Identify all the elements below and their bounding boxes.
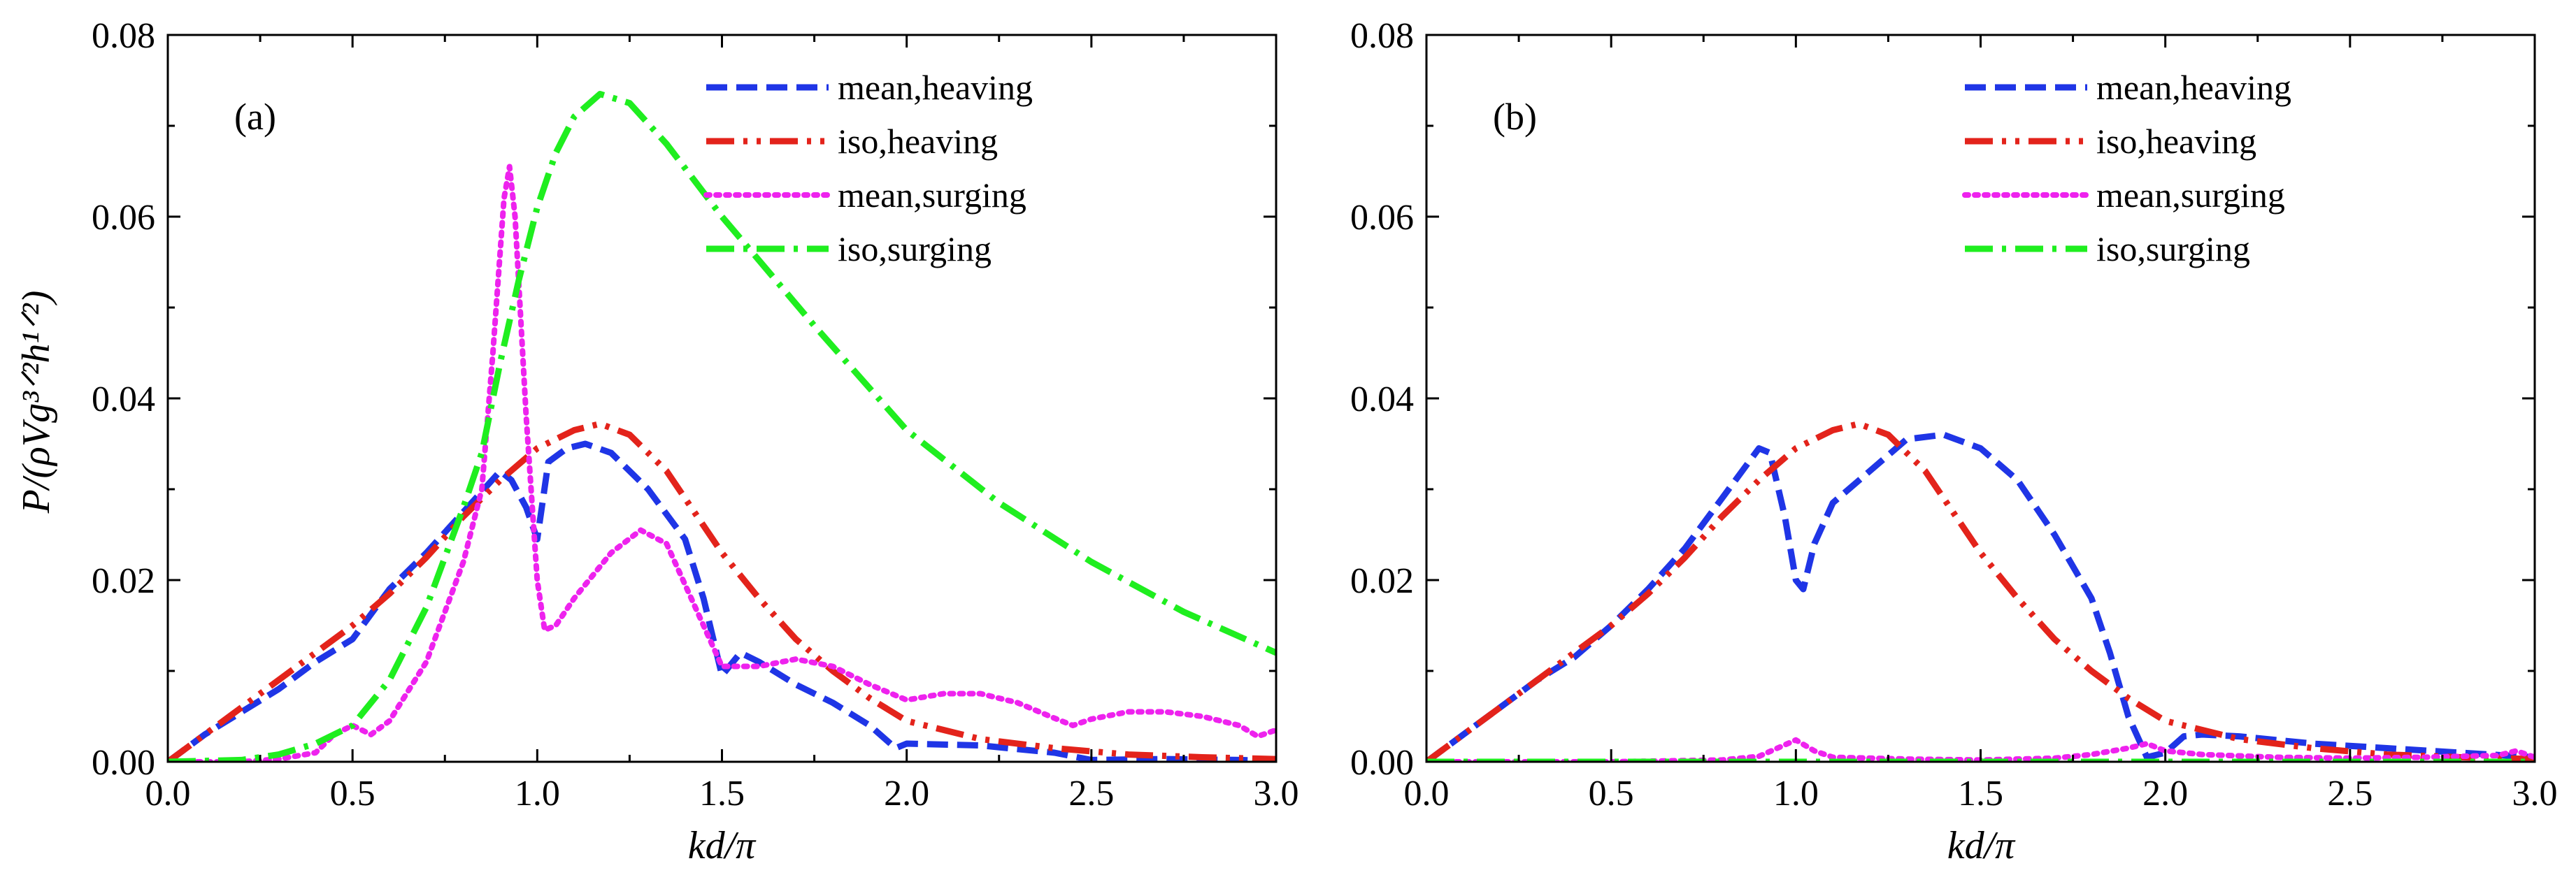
x-tick-label-a: 1.0: [515, 774, 560, 814]
legend-label-mean-heaving-a: mean,heaving: [838, 68, 1033, 107]
x-tick-label-a: 3.0: [1254, 774, 1299, 814]
y-tick-label-b: 0.04: [1350, 379, 1414, 419]
series-line-mean-heaving-a: [168, 440, 1276, 762]
x-tick-label-a: 1.5: [699, 774, 745, 814]
panel-b-label: (b): [1493, 96, 1537, 138]
x-tick-label-a: 2.5: [1068, 774, 1114, 814]
y-tick-label-b: 0.02: [1350, 561, 1414, 601]
y-tick-label-b: 0.08: [1350, 16, 1414, 56]
x-axis-title-b: kd/π: [1947, 824, 2016, 867]
y-tick-label-b: 0.00: [1350, 743, 1414, 783]
x-tick-label-b: 1.0: [1773, 774, 1819, 814]
series-line-mean-surging-a: [168, 164, 1276, 762]
legend-label-iso-heaving-a: iso,heaving: [838, 122, 998, 161]
y-tick-label-a: 0.06: [92, 198, 155, 238]
panel-a: 0.0 0.5 1.0 1.5 2.0 2.5 3.0 0.00 0.02 0.04 0.06 0.0…: [92, 16, 1299, 814]
x-tick-label-b: 0.5: [1589, 774, 1634, 814]
panel-a-label: (a): [234, 96, 276, 138]
series-line-iso-heaving-a: [168, 420, 1276, 762]
y-tick-label-a: 0.00: [92, 743, 155, 783]
legend-label-mean-heaving-b: mean,heaving: [2096, 68, 2291, 107]
y-tick-label-a: 0.04: [92, 379, 155, 419]
x-tick-label-b: 2.0: [2142, 774, 2188, 814]
x-tick-label-a: 0.5: [330, 774, 375, 814]
panel-b: 0.0 0.5 1.0 1.5 2.0 2.5 3.0 0.00 0.02 0.04 0.06 0.0…: [1350, 16, 2558, 814]
x-tick-label-b: 2.5: [2327, 774, 2373, 814]
y-axis-title: P/(ρVg³ᐟ²h¹ᐟ²): [15, 291, 58, 514]
legend-label-iso-heaving-b: iso,heaving: [2096, 122, 2256, 161]
panel-b-plot-area: 0.0 0.5 1.0 1.5 2.0 2.5 3.0 0.00 0.02 0.04 0.06 0.0…: [1350, 16, 2558, 814]
legend-label-iso-surging-a: iso,surging: [838, 229, 992, 268]
x-axis-title-a: kd/π: [688, 824, 757, 867]
legend-label-mean-surging-a: mean,surging: [838, 175, 1026, 215]
y-tick-label-a: 0.02: [92, 561, 155, 601]
series-line-iso-surging-a: [168, 91, 1276, 762]
legend-label-iso-surging-b: iso,surging: [2096, 229, 2250, 268]
x-tick-label-a: 2.0: [884, 774, 929, 814]
y-tick-label-b: 0.06: [1350, 198, 1414, 238]
legend-label-mean-surging-b: mean,surging: [2096, 175, 2285, 215]
panel-a-plot-area: 0.0 0.5 1.0 1.5 2.0 2.5 3.0 0.00 0.02 0.04 0.06 0.0…: [92, 16, 1299, 814]
y-tick-label-a: 0.08: [92, 16, 155, 56]
series-line-iso-heaving-b: [1426, 420, 2535, 762]
x-tick-label-b: 0.0: [1404, 774, 1450, 814]
x-tick-label-b: 3.0: [2512, 774, 2558, 814]
x-tick-label-b: 1.5: [1958, 774, 2003, 814]
x-tick-label-a: 0.0: [145, 774, 191, 814]
